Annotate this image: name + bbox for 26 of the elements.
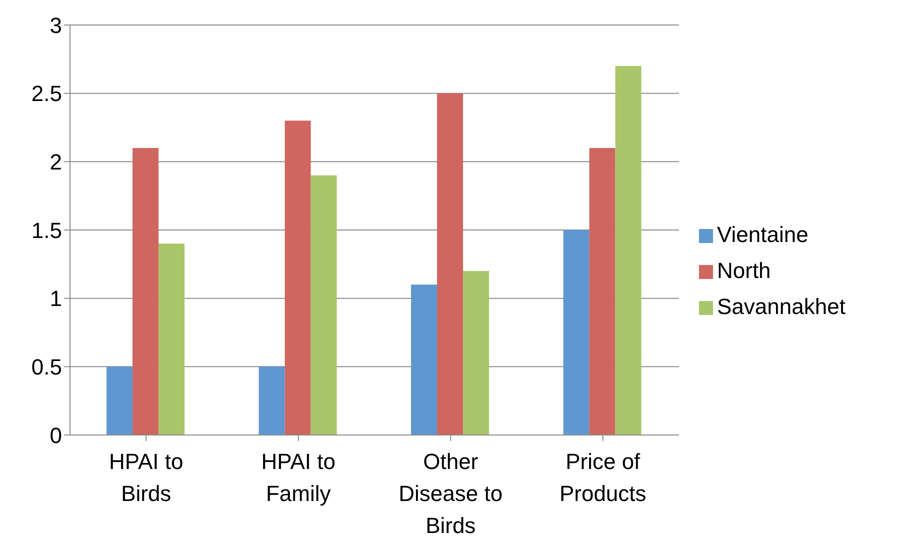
y-tick-label: 0.5 bbox=[31, 354, 62, 380]
y-tick-label: 2.5 bbox=[31, 81, 62, 106]
legend-label: North bbox=[717, 258, 771, 283]
bar bbox=[615, 66, 642, 435]
x-tick-label: HPAI to Birds bbox=[109, 449, 184, 506]
bar bbox=[589, 148, 616, 435]
legend-label: Savannakhet bbox=[717, 294, 846, 319]
legend-label: Vientaine bbox=[717, 222, 808, 247]
bar bbox=[132, 148, 159, 435]
x-tick-label: HPAI to Family bbox=[261, 449, 336, 506]
y-tick-label: 3 bbox=[50, 12, 62, 38]
bar bbox=[437, 93, 464, 435]
y-tick-label: 1.5 bbox=[31, 218, 62, 243]
bar bbox=[463, 271, 490, 435]
y-tick-label: 2 bbox=[50, 149, 62, 174]
bar bbox=[158, 244, 185, 435]
bar bbox=[258, 366, 285, 435]
bar bbox=[411, 284, 438, 435]
y-tick-label: 0 bbox=[50, 422, 62, 448]
x-tick-label: Price of Products bbox=[559, 449, 646, 506]
bar bbox=[284, 120, 311, 435]
bar bbox=[563, 230, 590, 435]
y-tick-label: 1 bbox=[50, 286, 62, 312]
bar bbox=[310, 175, 337, 435]
x-tick-label: Other Disease to Birds bbox=[398, 449, 503, 538]
bar bbox=[106, 366, 133, 435]
